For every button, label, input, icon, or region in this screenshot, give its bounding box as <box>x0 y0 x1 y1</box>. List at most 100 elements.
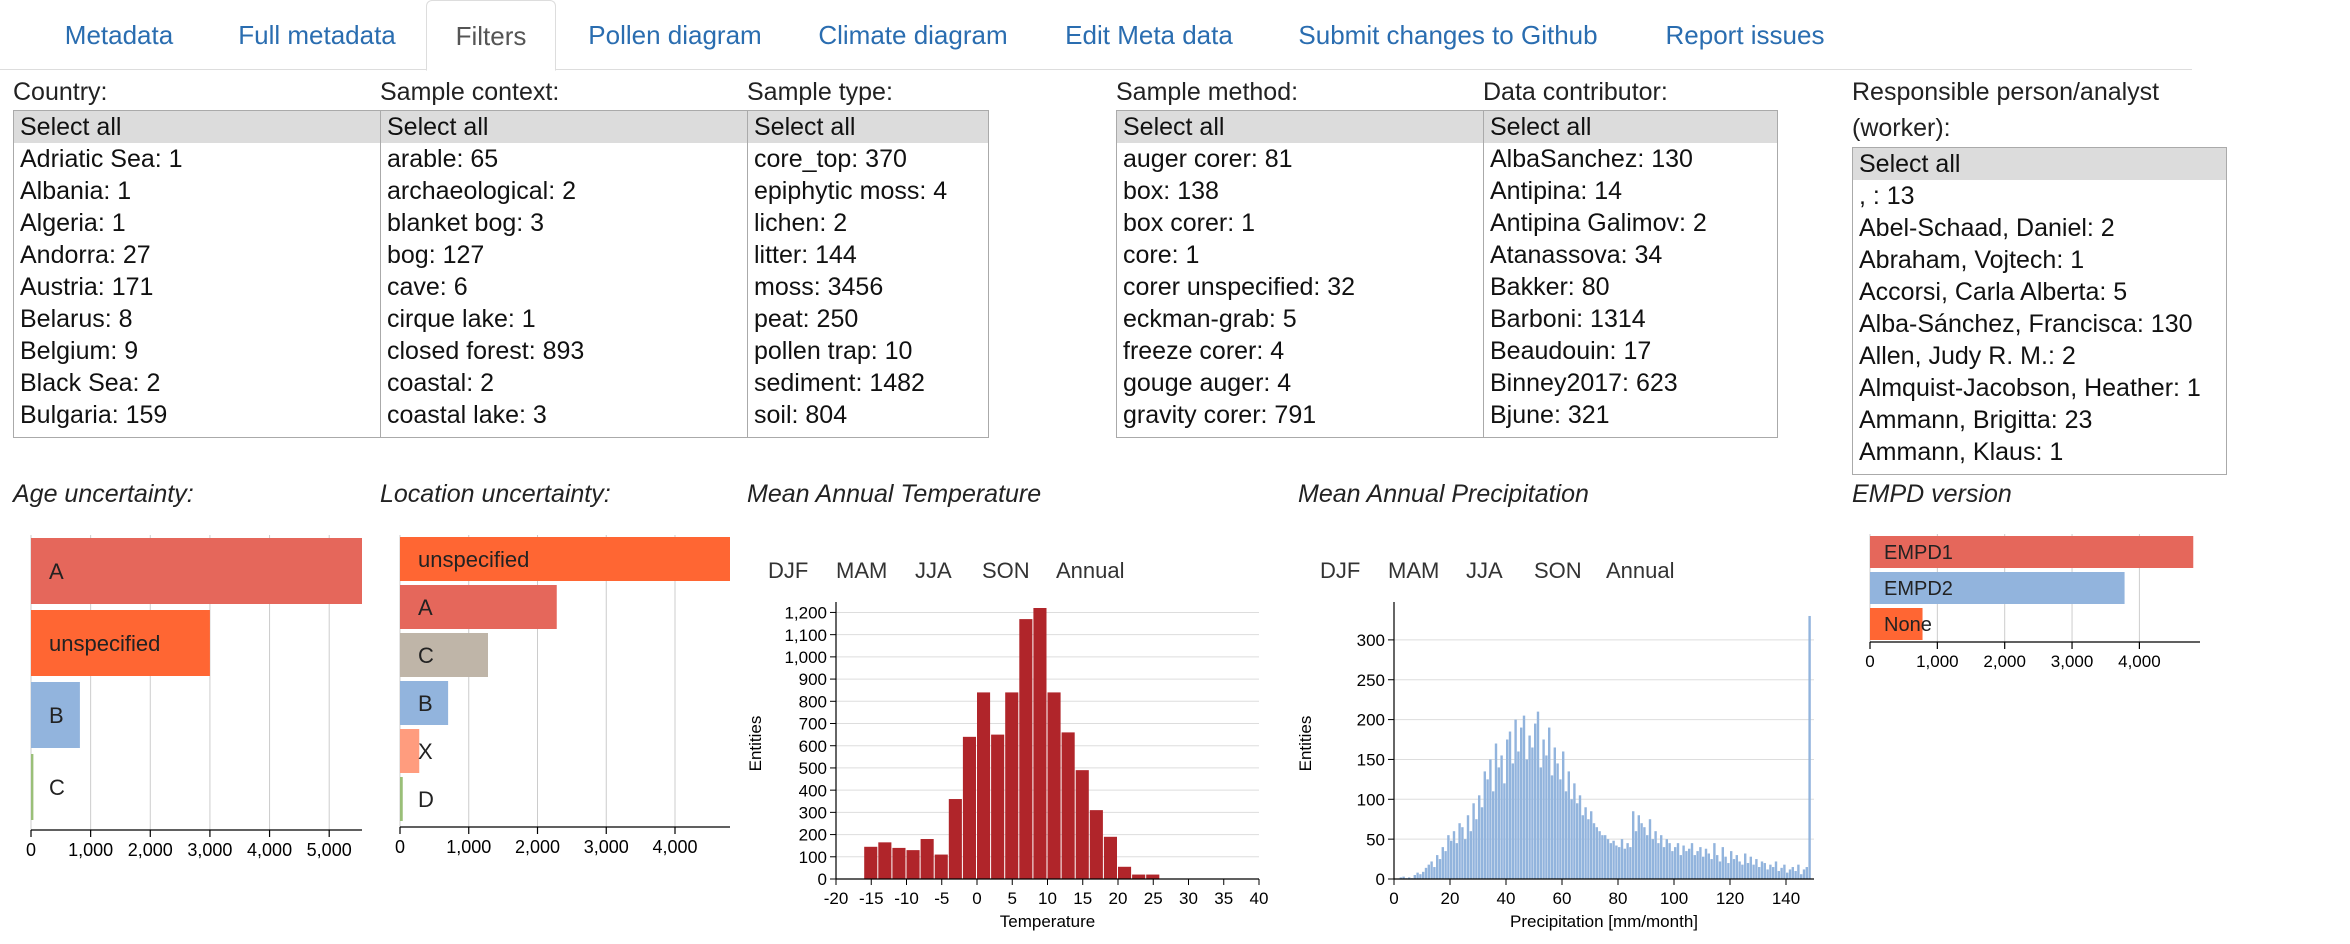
select-all-option[interactable]: Select all <box>748 111 988 143</box>
list-option[interactable]: box: 138 <box>1123 177 1219 205</box>
country-listbox[interactable]: Select all Adriatic Sea: 1 Albania: 1 Alger… <box>13 110 383 438</box>
histogram-bar <box>1744 853 1747 879</box>
select-all-option[interactable]: Select all <box>1853 148 2226 180</box>
sample-context-listbox[interactable]: Select all arable: 65 archaeological: 2 bla… <box>380 110 750 438</box>
list-option[interactable]: box corer: 1 <box>1123 209 1256 237</box>
list-option[interactable]: gouge auger: 4 <box>1123 369 1292 397</box>
list-option[interactable]: Atanassova: 34 <box>1490 241 1663 269</box>
list-option[interactable]: lichen: 2 <box>754 209 848 237</box>
list-option[interactable]: Ammann, Klaus: 1 <box>1859 438 2064 466</box>
sample-type-listbox[interactable]: Select all core_top: 370 epiphytic moss: 4… <box>747 110 989 438</box>
list-option[interactable]: Austria: 171 <box>20 273 154 301</box>
temperature-season-mam[interactable]: MAM <box>836 558 888 583</box>
bar-label: D <box>418 787 434 812</box>
list-option[interactable]: blanket bog: 3 <box>387 209 545 237</box>
histogram-bar <box>1483 771 1486 879</box>
x-tick-label: 80 <box>1609 889 1628 908</box>
tab-climate-diagram[interactable]: Climate diagram <box>818 20 1008 50</box>
list-option[interactable]: Binney2017: 623 <box>1490 369 1678 397</box>
list-option[interactable]: arable: 65 <box>387 145 499 173</box>
list-option[interactable]: bog: 127 <box>387 241 485 269</box>
histogram-bar <box>1503 783 1506 879</box>
list-option[interactable]: litter: 144 <box>754 241 857 269</box>
sample-method-listbox[interactable]: Select all auger corer: 81 box: 138 box cor… <box>1116 110 1486 438</box>
precipitation-season-djf[interactable]: DJF <box>1320 558 1361 583</box>
list-option[interactable]: Almquist-Jacobson, Heather: 1 <box>1859 374 2201 402</box>
list-option[interactable]: gravity corer: 791 <box>1123 401 1317 429</box>
precipitation-season-annual[interactable]: Annual <box>1606 558 1675 583</box>
list-option[interactable]: corer unspecified: 32 <box>1123 273 1356 301</box>
temperature-season-djf[interactable]: DJF <box>768 558 809 583</box>
histogram-bar <box>1615 845 1618 879</box>
list-option[interactable]: Bulgaria: 159 <box>20 401 168 429</box>
list-option[interactable]: moss: 3456 <box>754 273 884 301</box>
list-option[interactable]: AlbaSanchez: 130 <box>1490 145 1693 173</box>
list-option[interactable]: coastal lake: 3 <box>387 401 547 429</box>
list-option[interactable]: Alba-Sánchez, Francisca: 130 <box>1859 310 2193 338</box>
list-option[interactable]: Algeria: 1 <box>20 209 126 237</box>
list-option[interactable]: coastal: 2 <box>387 369 495 397</box>
select-all-option[interactable]: Select all <box>1484 111 1777 143</box>
list-option[interactable]: , : 13 <box>1859 182 1915 210</box>
select-all-option[interactable]: Select all <box>381 111 749 143</box>
precipitation-season-mam[interactable]: MAM <box>1388 558 1440 583</box>
list-option[interactable]: freeze corer: 4 <box>1123 337 1285 365</box>
list-option[interactable]: cirque lake: 1 <box>387 305 536 333</box>
list-option[interactable]: Black Sea: 2 <box>20 369 161 397</box>
list-option[interactable]: peat: 250 <box>754 305 859 333</box>
histogram-bar <box>1648 819 1652 879</box>
histogram-bar <box>1480 807 1484 879</box>
list-option[interactable]: Andorra: 27 <box>20 241 151 269</box>
list-option[interactable]: Barboni: 1314 <box>1490 305 1646 333</box>
list-option[interactable]: sediment: 1482 <box>754 369 925 397</box>
precipitation-season-jja[interactable]: JJA <box>1466 558 1503 583</box>
bar <box>400 777 403 821</box>
list-option[interactable]: Beaudouin: 17 <box>1490 337 1652 365</box>
list-option[interactable]: closed forest: 893 <box>387 337 585 365</box>
histogram-bar <box>1570 799 1573 879</box>
list-option[interactable]: Belgium: 9 <box>20 337 139 365</box>
data-contributor-listbox[interactable]: Select all AlbaSanchez: 130 Antipina: 14 An… <box>1483 110 1778 438</box>
list-option[interactable]: archaeological: 2 <box>387 177 577 205</box>
tab-filters[interactable]: Filters <box>426 0 556 71</box>
select-all-option[interactable]: Select all <box>14 111 382 143</box>
empd-version-chart: EMPD1 EMPD2 None 0 1,000 2,000 3,000 4,000 <box>1865 534 2200 671</box>
responsible-person-listbox[interactable]: Select all, : 13 Abel-Schaad, Daniel: 2 Ab… <box>1852 147 2227 475</box>
list-option[interactable]: pollen trap: 10 <box>754 337 913 365</box>
y-axis-label: Entities <box>1296 716 1315 772</box>
histogram-bar <box>1444 851 1447 879</box>
list-option[interactable]: soil: 804 <box>754 401 848 429</box>
list-option[interactable]: cave: 6 <box>387 273 468 301</box>
list-option[interactable]: core: 1 <box>1123 241 1200 269</box>
list-option[interactable]: Antipina: 14 <box>1490 177 1623 205</box>
select-all-option[interactable]: Select all <box>1117 111 1485 143</box>
tab-pollen-diagram[interactable]: Pollen diagram <box>588 20 762 50</box>
list-option[interactable]: Adriatic Sea: 1 <box>20 145 183 173</box>
precipitation-season-son[interactable]: SON <box>1534 558 1582 583</box>
list-option[interactable]: Bjune: 321 <box>1490 401 1610 429</box>
tab-edit-meta-data[interactable]: Edit Meta data <box>1065 20 1233 50</box>
histogram-bar <box>906 850 920 879</box>
temperature-season-son[interactable]: SON <box>982 558 1030 583</box>
list-option[interactable]: Albania: 1 <box>20 177 132 205</box>
list-option[interactable]: Accorsi, Carla Alberta: 5 <box>1859 278 2128 306</box>
list-option[interactable]: Abel-Schaad, Daniel: 2 <box>1859 214 2115 242</box>
list-option[interactable]: epiphytic moss: 4 <box>754 177 948 205</box>
tab-metadata[interactable]: Metadata <box>64 20 174 50</box>
y-tick-label: 200 <box>1357 711 1385 730</box>
list-option[interactable]: eckman-grab: 5 <box>1123 305 1297 333</box>
list-option[interactable]: auger corer: 81 <box>1123 145 1293 173</box>
tab-full-metadata[interactable]: Full metadata <box>238 20 396 50</box>
list-option[interactable]: Belarus: 8 <box>20 305 133 333</box>
y-tick-label: 600 <box>799 737 827 756</box>
tab-submit-changes-github[interactable]: Submit changes to Github <box>1298 20 1598 50</box>
list-option[interactable]: Ammann, Brigitta: 23 <box>1859 406 2093 434</box>
list-option[interactable]: Abraham, Vojtech: 1 <box>1859 246 2085 274</box>
list-option[interactable]: core_top: 370 <box>754 145 907 173</box>
list-option[interactable]: Bakker: 80 <box>1490 273 1610 301</box>
list-option[interactable]: Allen, Judy R. M.: 2 <box>1859 342 2076 370</box>
tab-report-issues[interactable]: Report issues <box>1665 20 1825 50</box>
temperature-season-jja[interactable]: JJA <box>915 558 952 583</box>
temperature-season-annual[interactable]: Annual <box>1056 558 1125 583</box>
list-option[interactable]: Antipina Galimov: 2 <box>1490 209 1707 237</box>
